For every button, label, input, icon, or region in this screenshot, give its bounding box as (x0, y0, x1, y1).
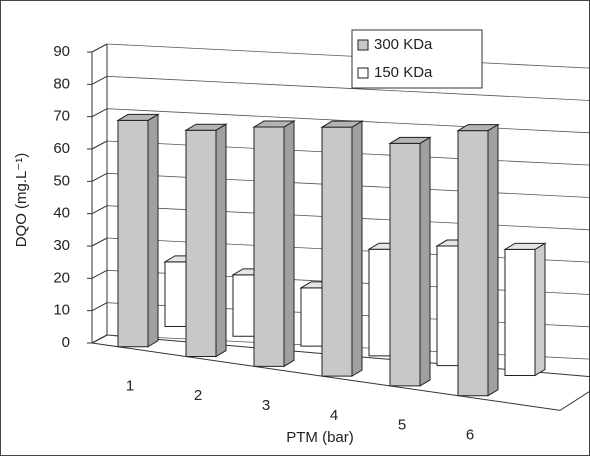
bar (320, 120, 364, 378)
grid-line (91, 334, 108, 344)
grid-line (106, 75, 590, 101)
y-tick-label: 50 (53, 172, 70, 189)
bar-face (534, 242, 546, 377)
bar-face (503, 242, 547, 250)
bar-face (184, 123, 228, 131)
y-tick-label: 60 (53, 140, 70, 157)
x-axis-title: PTM (bar) (286, 429, 354, 446)
bar-face (215, 123, 227, 358)
bar-face (388, 136, 432, 144)
bar-face (320, 120, 364, 128)
bar (252, 120, 296, 368)
legend-box (351, 29, 483, 89)
grid-line (91, 172, 108, 182)
x-tick-label: 3 (262, 397, 270, 414)
y-tick-label: 0 (62, 334, 70, 351)
legend-swatch (357, 39, 369, 51)
grid-line (91, 205, 108, 215)
x-tick-label: 5 (398, 417, 406, 434)
grid-line (91, 75, 108, 85)
bar-face (116, 113, 160, 121)
grid-line (91, 43, 108, 53)
bar-face (185, 129, 217, 358)
y-axis-title: DQO (mg.L⁻¹) (13, 153, 30, 248)
y-tick-label: 80 (53, 75, 70, 92)
bar-face (419, 136, 431, 387)
x-tick-label: 1 (126, 377, 134, 394)
y-tick-label: 70 (53, 108, 70, 125)
legend-label: 300 KDa (374, 36, 433, 53)
y-tick-label: 90 (53, 43, 70, 60)
y-tick-label: 10 (53, 302, 70, 319)
bar-face (253, 126, 285, 367)
bar-face (117, 119, 149, 348)
grid-line (91, 269, 108, 279)
bar (116, 113, 160, 348)
bar (184, 123, 228, 358)
bar-face (456, 124, 500, 132)
bar (388, 136, 432, 387)
y-tick-label: 30 (53, 237, 70, 254)
bar (503, 242, 547, 377)
grid-line (91, 237, 108, 247)
bar-face (457, 130, 489, 397)
x-tick-label: 4 (330, 407, 338, 424)
legend-swatch (357, 67, 369, 79)
bar-face (147, 113, 159, 348)
bar (456, 123, 500, 397)
bar-face (351, 120, 363, 378)
bar-face (487, 123, 499, 397)
x-tick-label: 6 (466, 426, 474, 443)
grid-line (91, 108, 108, 118)
legend-label: 150 KDa (374, 64, 433, 81)
grid-line (91, 302, 108, 312)
y-tick-label: 40 (53, 205, 70, 222)
grid-line (91, 140, 108, 150)
x-tick-label: 2 (194, 387, 202, 404)
bar-face (283, 120, 295, 368)
bar-face (252, 120, 296, 128)
bar-face (389, 142, 421, 387)
y-tick-label: 20 (53, 269, 70, 286)
bar-face (504, 248, 536, 376)
bar-face (321, 126, 353, 377)
